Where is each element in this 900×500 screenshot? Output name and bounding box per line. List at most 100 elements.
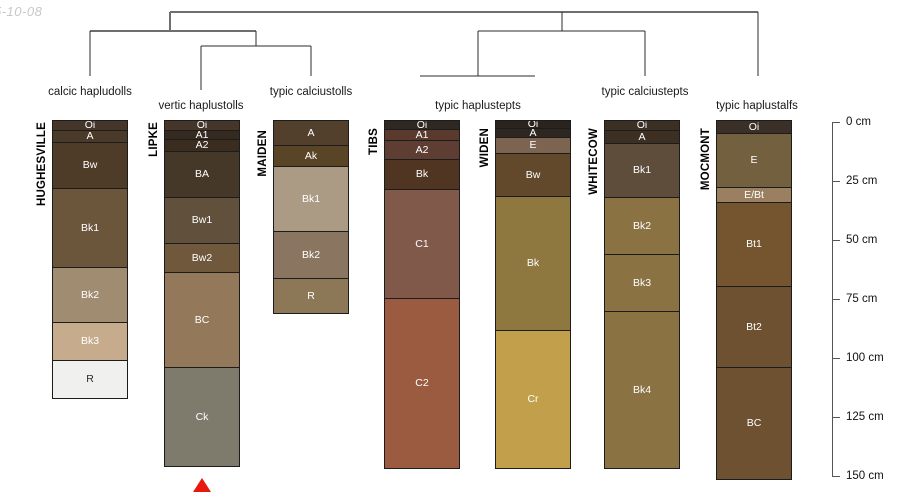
horizon-band[interactable]: Bk1	[52, 188, 128, 268]
horizon-band[interactable]: Ak	[273, 145, 349, 167]
horizon-label: Bk3	[80, 335, 100, 348]
horizon-band[interactable]: Bk2	[52, 267, 128, 323]
red-triangle-marker-icon	[193, 478, 211, 492]
depth-axis: 0 cm 25 cm 50 cm 75 cm 100 cm 125 cm 150 cm	[832, 0, 900, 500]
axis-tick-label: 50 cm	[846, 234, 878, 246]
horizon-band[interactable]: Bk2	[604, 197, 680, 255]
site-name-mocmont: MOCMONT	[700, 128, 712, 191]
horizon-band[interactable]: E/Bt	[716, 187, 792, 203]
axis-tick-label: 150 cm	[846, 470, 884, 482]
horizon-band[interactable]: BC	[716, 367, 792, 480]
horizon-label: Ak	[304, 149, 318, 162]
soil-column-hughesville[interactable]: Oi A Bw Bk1 Bk2 Bk3 R	[52, 120, 128, 399]
horizon-band[interactable]: R	[273, 278, 349, 314]
soil-column-widen[interactable]: Oi A E Bw Bk Cr	[495, 120, 571, 469]
taxon-label-typic-haplustalfs: typic haplustalfs	[716, 100, 798, 112]
site-name-hughesville: HUGHESVILLE	[36, 122, 48, 206]
axis-tick	[832, 181, 840, 182]
horizon-band[interactable]: C1	[384, 189, 460, 299]
site-name-maiden: MAIDEN	[257, 130, 269, 177]
horizon-band[interactable]: Ck	[164, 367, 240, 467]
site-name-widen: WIDEN	[479, 128, 491, 168]
horizon-label: Bw1	[191, 214, 213, 227]
horizon-band[interactable]: A	[604, 130, 680, 144]
horizon-band[interactable]: BA	[164, 151, 240, 198]
horizon-label: Bw	[525, 168, 541, 181]
horizon-band[interactable]: E	[495, 137, 571, 154]
taxon-label-vertic-haplustolls: vertic haplustolls	[158, 100, 244, 112]
taxon-label-calcic-hapludolls: calcic hapludolls	[48, 86, 132, 98]
horizon-label: Ck	[195, 410, 209, 423]
horizon-label: BC	[194, 313, 210, 326]
axis-tick-label: 25 cm	[846, 175, 878, 187]
axis-tick	[832, 240, 840, 241]
horizon-label: BC	[746, 417, 762, 430]
horizon-label: A	[86, 130, 94, 143]
horizon-label: Oi	[748, 120, 760, 133]
horizon-band[interactable]: Bt1	[716, 202, 792, 287]
date-stamp: 5-10-08	[0, 4, 43, 19]
horizon-band[interactable]: C2	[384, 298, 460, 469]
site-name-tibs: TIBS	[368, 128, 380, 155]
horizon-label: A	[307, 126, 315, 139]
horizon-band[interactable]: Bk1	[604, 143, 680, 198]
horizon-band[interactable]: Oi	[716, 120, 792, 134]
horizon-label: Bw2	[191, 251, 213, 264]
horizon-band[interactable]: Bt2	[716, 286, 792, 368]
horizon-label: E	[529, 139, 537, 152]
horizon-band[interactable]: E	[716, 133, 792, 188]
taxon-label-typic-calciustolls: typic calciustolls	[269, 86, 353, 98]
site-name-lipke: LIPKE	[148, 122, 160, 157]
horizon-band[interactable]: Bk2	[273, 231, 349, 279]
horizon-label: Bw	[82, 159, 98, 172]
horizon-band[interactable]: Bk3	[52, 322, 128, 361]
axis-tick-label: 100 cm	[846, 352, 884, 364]
horizon-label: Bk1	[632, 164, 652, 177]
horizon-band[interactable]: BC	[164, 272, 240, 368]
axis-tick	[832, 299, 840, 300]
horizon-band[interactable]: A2	[384, 140, 460, 160]
horizon-band[interactable]: Bw2	[164, 243, 240, 273]
horizon-label: C1	[415, 237, 429, 250]
taxonomy-dendrogram	[89, 11, 759, 90]
taxon-label-typic-calciustepts: typic calciustepts	[601, 86, 689, 98]
horizon-band[interactable]: Bk	[384, 159, 460, 190]
horizon-band[interactable]: Bk1	[273, 166, 349, 232]
horizon-band[interactable]: Cr	[495, 330, 571, 469]
soil-column-whitecow[interactable]: Oi A Bk1 Bk2 Bk3 Bk4	[604, 120, 680, 469]
horizon-label: Bk2	[632, 219, 652, 232]
horizon-band[interactable]: Bk4	[604, 311, 680, 469]
taxon-label-typic-haplustepts: typic haplustepts	[435, 100, 521, 112]
horizon-band[interactable]: Bw1	[164, 197, 240, 244]
horizon-label: Bk	[526, 257, 540, 270]
horizon-band[interactable]: R	[52, 360, 128, 399]
soil-column-mocmont[interactable]: Oi E E/Bt Bt1 Bt2 BC	[716, 120, 792, 480]
horizon-label: E/Bt	[744, 188, 764, 201]
axis-tick-label: 0 cm	[846, 116, 871, 128]
horizon-band[interactable]: Bw	[495, 153, 571, 197]
horizon-band[interactable]: Bw	[52, 142, 128, 189]
axis-tick-label: 125 cm	[846, 411, 884, 423]
horizon-label: Bk3	[632, 276, 652, 289]
axis-tick	[832, 358, 840, 359]
horizon-label: Bk	[415, 168, 429, 181]
horizon-label: Bk1	[301, 192, 321, 205]
horizon-band[interactable]: Bk	[495, 196, 571, 331]
axis-tick	[832, 417, 840, 418]
soil-column-lipke[interactable]: Oi A1 A2 BA Bw1 Bw2 BC Ck	[164, 120, 240, 467]
soil-column-maiden[interactable]: A Ak Bk1 Bk2 R	[273, 120, 349, 314]
horizon-band[interactable]: A	[273, 120, 349, 146]
axis-tick	[832, 476, 840, 477]
horizon-label: Bk4	[632, 383, 652, 396]
horizon-label: E	[750, 154, 758, 167]
soil-column-tibs[interactable]: Oi A1 A2 Bk C1 C2	[384, 120, 460, 469]
horizon-label: A2	[195, 139, 209, 152]
horizon-label: A	[638, 130, 646, 143]
horizon-label: Cr	[527, 393, 539, 406]
horizon-label: A2	[415, 143, 429, 156]
horizon-label: BA	[194, 168, 209, 181]
horizon-label: Bt1	[746, 238, 762, 251]
horizon-band[interactable]: Bk3	[604, 254, 680, 312]
axis-tick	[832, 122, 840, 123]
